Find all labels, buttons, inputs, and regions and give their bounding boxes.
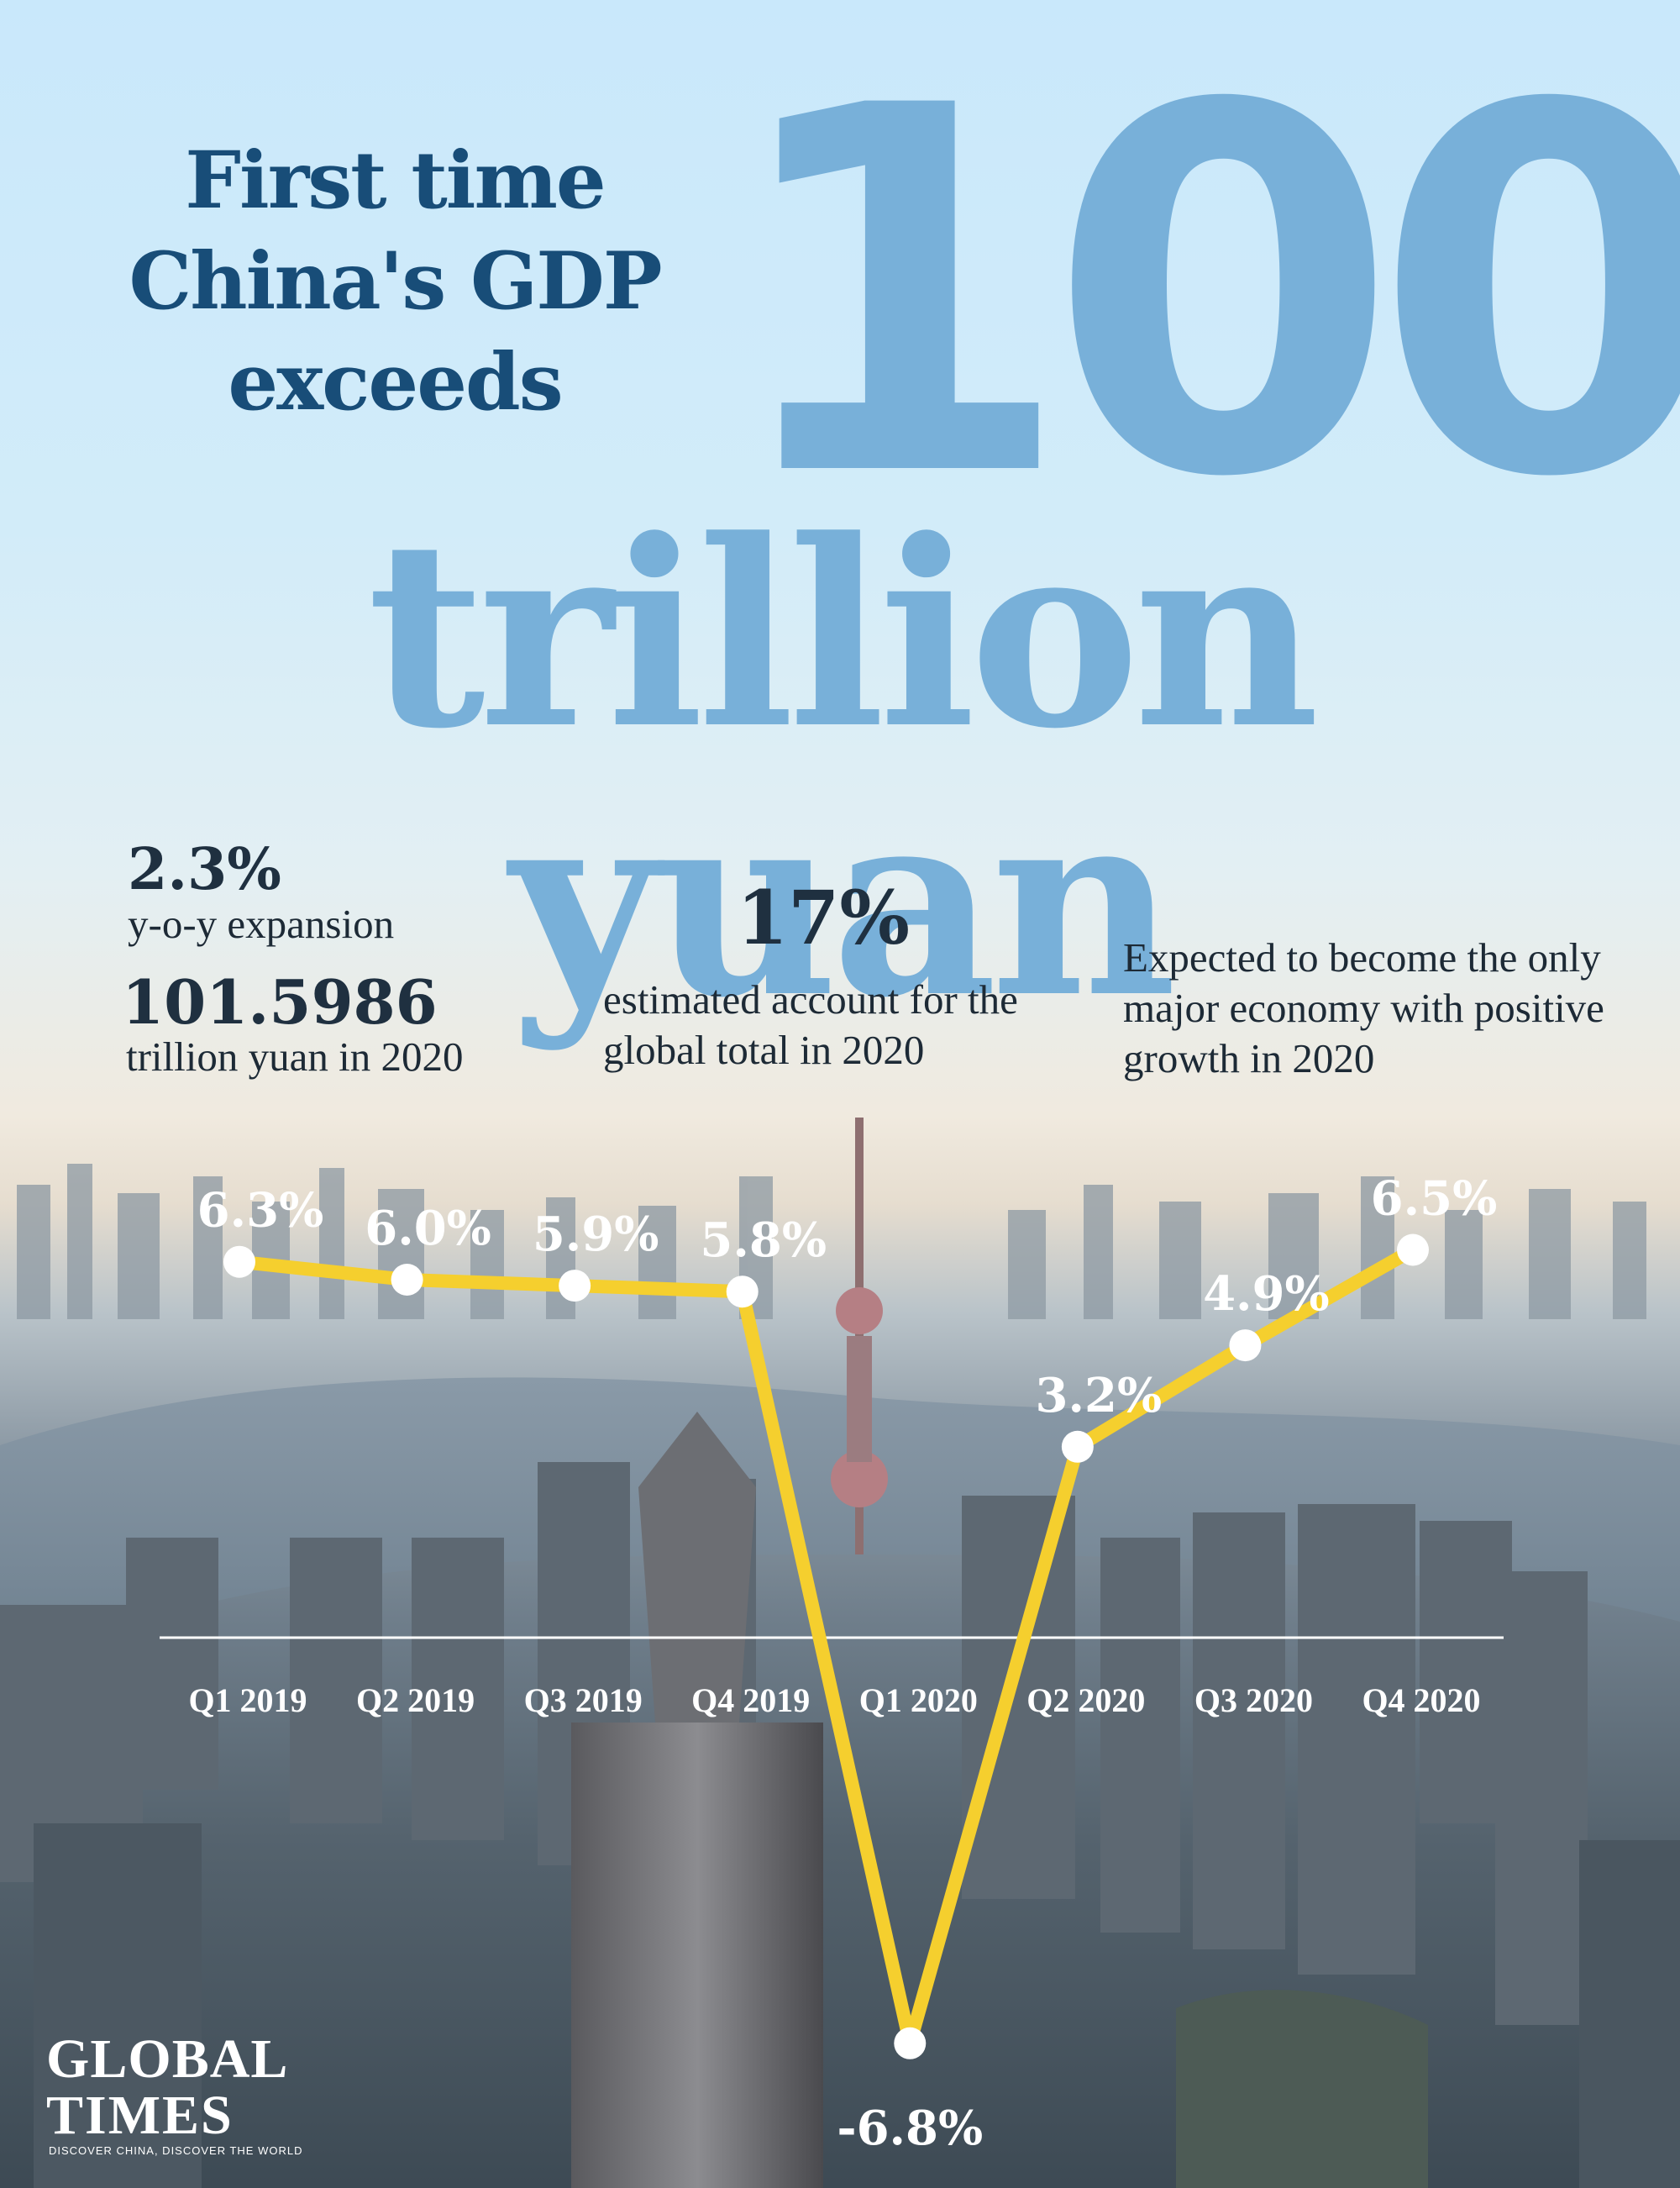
data-label-3: 5.9%: [533, 1207, 659, 1262]
headline-line-3: exceeds: [228, 336, 563, 429]
global-times-logo-line-1: GLOBAL: [46, 2028, 289, 2090]
data-point-8: [1397, 1233, 1429, 1266]
x-tick-label-1: Q1 2019: [188, 1681, 307, 1719]
distant-buildings: [17, 1164, 1646, 1319]
data-point-1: [223, 1245, 255, 1278]
headline-line-1: First time: [185, 134, 606, 227]
data-label-5: -6.8%: [837, 2101, 983, 2156]
data-label-7: 4.9%: [1203, 1266, 1330, 1322]
gdp-value: 101.5986: [122, 966, 438, 1038]
data-label-8: 6.5%: [1371, 1171, 1498, 1227]
x-tick-label-3: Q3 2019: [524, 1681, 643, 1719]
share-value: 17%: [736, 874, 911, 961]
big-unit: trillion yuan: [366, 484, 1320, 1054]
data-point-6: [1061, 1430, 1094, 1463]
gdp-label: trillion yuan in 2020: [126, 1034, 464, 1080]
x-tick-label-8: Q4 2020: [1362, 1681, 1480, 1719]
big-number: 100: [722, 0, 1680, 587]
gdp-growth-series-line: [233, 1243, 1420, 2045]
foreground-towers: [34, 1412, 1680, 2188]
growth-label: y-o-y expansion: [128, 901, 395, 947]
data-label-1: 6.3%: [197, 1183, 324, 1239]
data-point-3: [559, 1270, 591, 1302]
data-point-2: [391, 1264, 423, 1296]
headline: First time China's GDP exceeds: [126, 130, 664, 433]
share-label: estimated account for the global total i…: [603, 976, 1018, 1073]
x-tick-label-2: Q2 2019: [356, 1681, 475, 1719]
headline-line-2: China's GDP: [129, 235, 662, 328]
data-label-2: 6.0%: [365, 1201, 491, 1256]
city-skyline-photo: [0, 1118, 1680, 2188]
data-label-4: 5.8%: [700, 1212, 827, 1268]
x-tick-label-6: Q2 2020: [1026, 1681, 1145, 1719]
x-tick-label-5: Q1 2020: [859, 1681, 978, 1719]
data-point-7: [1229, 1329, 1262, 1362]
data-point-4: [726, 1275, 759, 1308]
tv-tower: [831, 1118, 888, 1554]
global-times-logo-line-2: TIMES: [46, 2085, 234, 2146]
outlook-label: Expected to become the only major econom…: [1123, 934, 1604, 1081]
data-label-6: 3.2%: [1036, 1368, 1163, 1423]
data-point-5: [894, 2027, 927, 2059]
river: [0, 1377, 1680, 1672]
x-tick-label-7: Q3 2020: [1194, 1681, 1313, 1719]
x-tick-label-4: Q4 2019: [691, 1681, 810, 1719]
global-times-logo-tagline: DISCOVER CHINA, DISCOVER THE WORLD: [49, 2144, 303, 2157]
growth-value: 2.3%: [128, 836, 281, 903]
